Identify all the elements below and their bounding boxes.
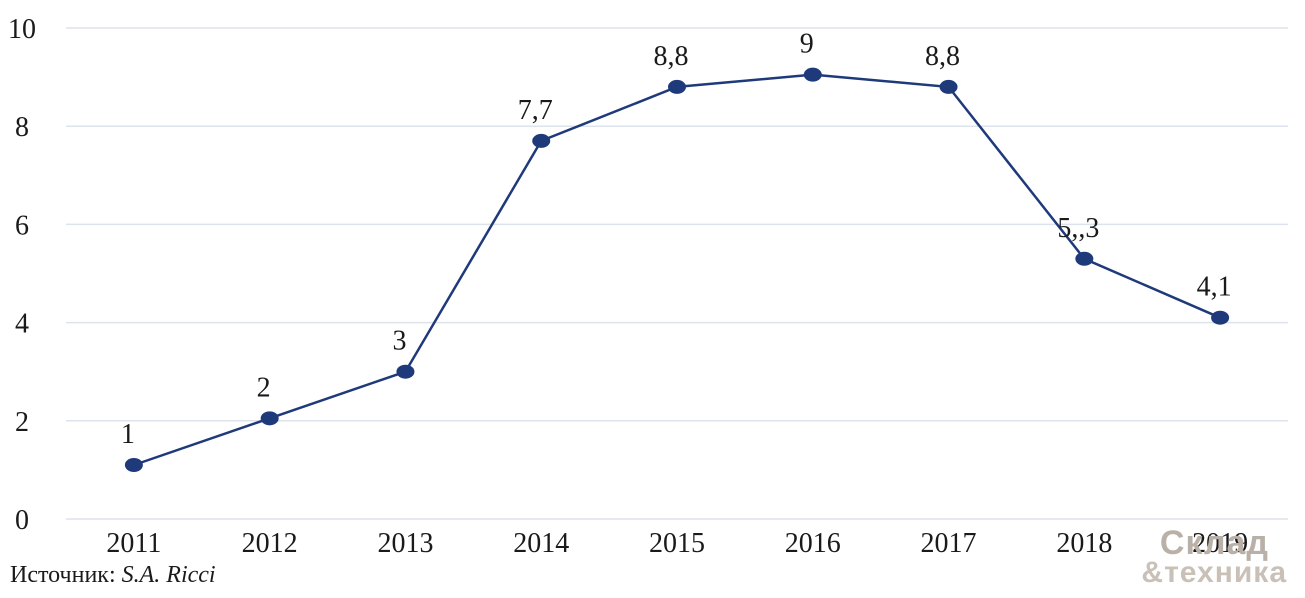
data-label: 1: [121, 419, 135, 450]
x-tick-label: 2016: [785, 528, 841, 559]
y-tick-label: 2: [15, 407, 29, 438]
data-point: [124, 457, 143, 472]
data-labels: 1 2 3 7,7 8,8 9 8,8 5,,3 4,1: [121, 29, 1232, 450]
data-label: 2: [257, 372, 271, 403]
publisher-watermark: Склад &техника: [1077, 524, 1287, 590]
y-tick-label: 6: [15, 210, 29, 241]
data-point: [260, 411, 279, 426]
source-prefix: Источник:: [10, 562, 116, 588]
source-note: Источник: S.A. Ricci: [10, 562, 216, 589]
x-tick-label: 2013: [377, 528, 433, 559]
watermark-line-2: &техника: [1141, 556, 1287, 589]
data-point: [396, 364, 415, 379]
y-tick-label: 0: [15, 505, 29, 536]
y-tick-label: 4: [15, 309, 29, 340]
x-tick-label: 2012: [242, 528, 298, 559]
x-tick-label: 2018: [1056, 528, 1112, 559]
data-label: 9: [800, 29, 814, 60]
x-tick-label: 2017: [921, 528, 977, 559]
gridlines: [66, 27, 1288, 520]
data-point: [1075, 251, 1094, 266]
y-axis-ticks: 0 2 4 6 8 10: [8, 14, 36, 536]
data-point: [1211, 310, 1230, 325]
data-label: 5,,3: [1057, 213, 1099, 244]
x-axis-ticks: 2011 2012 2013 2014 2015 2016 2017 2018 2019: [106, 528, 1248, 559]
x-tick-label: 2011: [106, 528, 161, 559]
x-tick-label: 2019: [1192, 528, 1248, 559]
data-label: 4,1: [1197, 272, 1232, 303]
data-label: 3: [392, 326, 406, 357]
data-label: 7,7: [518, 95, 553, 126]
y-tick-label: 10: [8, 14, 36, 45]
watermark-line-1: Склад: [1159, 524, 1269, 562]
data-label: 8,8: [654, 41, 689, 72]
data-point: [803, 67, 822, 82]
series-line: [133, 73, 1221, 467]
x-tick-label: 2015: [649, 528, 705, 559]
data-point: [668, 79, 686, 94]
data-point: [939, 79, 958, 94]
data-label: 8,8: [925, 41, 960, 72]
data-points: [124, 67, 1230, 472]
y-tick-label: 8: [15, 112, 29, 143]
x-tick-label: 2014: [513, 528, 569, 559]
data-point: [532, 133, 551, 148]
source-author: S.A. Ricci: [121, 562, 216, 588]
